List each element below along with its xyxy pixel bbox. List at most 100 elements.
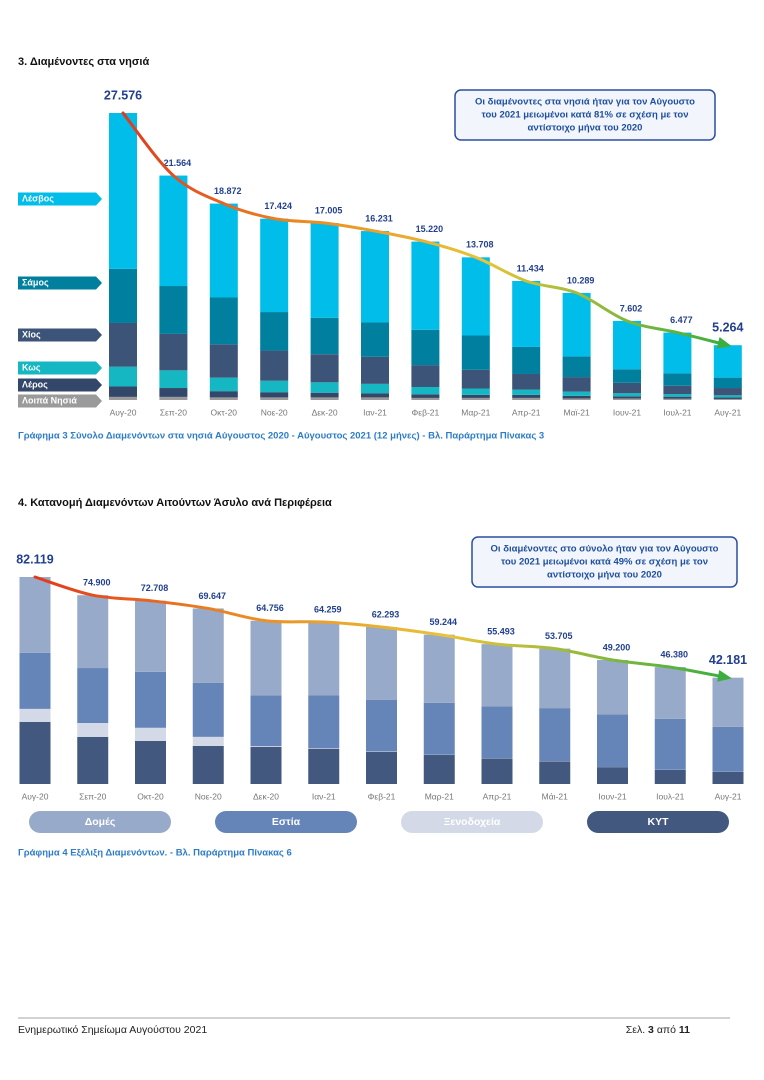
bar-segment [562, 395, 591, 399]
bar-segment [250, 620, 282, 696]
bar-segment [109, 268, 137, 323]
total-label: 64.756 [256, 603, 284, 613]
bar-segment [192, 745, 224, 784]
bar-segment [192, 608, 224, 683]
bar-segment [192, 736, 224, 746]
total-label: 16.231 [365, 213, 393, 223]
bar-segment [663, 396, 692, 399]
x-tick-label: Δεκ-20 [312, 407, 338, 417]
bar-segment [512, 346, 541, 374]
chart-caption: Γράφημα 4 Εξέλιξη Διαμενόντων. - Βλ. Παρ… [18, 848, 292, 859]
page-current: 3 [648, 1024, 654, 1036]
bar-segment [209, 203, 238, 298]
legend-label: Λέρος [22, 379, 48, 389]
bar-segment [597, 714, 628, 767]
total-label: 82.119 [16, 552, 54, 566]
bar-segment [411, 241, 440, 330]
bar-segment [366, 699, 397, 752]
bar-segment [663, 373, 692, 386]
bar-segment [77, 668, 109, 723]
total-label: 17.424 [264, 201, 292, 211]
bar-segment [260, 380, 289, 393]
bar-segment [308, 748, 340, 784]
bar-segment [654, 667, 686, 719]
bar-segment [663, 385, 692, 395]
legend-tag [18, 192, 102, 206]
bar-segment [310, 354, 339, 383]
bar-segment [461, 335, 490, 370]
bar-segment [109, 396, 137, 400]
legend-tag [18, 394, 102, 408]
bar-segment [310, 397, 339, 400]
bar-segment [562, 292, 591, 357]
legend-label: Κως [22, 362, 41, 372]
bar-segment [713, 377, 742, 389]
total-label: 59.244 [429, 617, 457, 627]
annotation-text: αντίστοιχο μήνα του 2020 [547, 570, 662, 581]
page-number: Σελ. 3 από 11 [626, 1024, 690, 1036]
x-tick-label: Ιουν-21 [598, 791, 627, 801]
bar-segment [562, 391, 591, 396]
bar-segment [250, 695, 282, 747]
bar-segment [19, 708, 51, 722]
total-label: 27.576 [104, 88, 142, 102]
legend-label: Σάμος [22, 277, 49, 287]
total-label: 10.289 [567, 275, 595, 285]
bar-segment [19, 721, 51, 784]
total-label: 21.564 [164, 158, 192, 168]
trend-arrowhead [716, 336, 732, 349]
total-label: 46.380 [660, 649, 688, 659]
bar-segment [77, 722, 109, 737]
x-tick-label: Μάι-21 [542, 791, 568, 801]
bar-segment [192, 682, 224, 737]
legend-pill [587, 811, 729, 833]
bar-segment [512, 397, 541, 400]
x-tick-label: Ιουν-21 [613, 407, 642, 417]
page-total: 11 [679, 1024, 690, 1036]
x-tick-label: Δεκ-20 [253, 791, 279, 801]
legend-pill [401, 811, 543, 833]
x-tick-label: Σεπ-20 [160, 407, 187, 417]
x-tick-label: Απρ-21 [483, 791, 512, 801]
bar-segment [713, 345, 742, 378]
bar-segment [461, 394, 490, 398]
x-tick-label: Αυγ-21 [714, 407, 741, 417]
bar-segment [562, 398, 591, 400]
bar-segment [562, 377, 591, 392]
bar-segment [539, 761, 571, 784]
legend-tag [18, 378, 102, 392]
legend-tag [18, 276, 102, 290]
bar-segment [159, 396, 188, 400]
x-tick-label: Ιαν-21 [363, 407, 387, 417]
x-tick-label: Αυγ-20 [22, 791, 49, 801]
bar-segment [209, 344, 238, 378]
bar-segment [613, 369, 641, 383]
bar-segment [361, 397, 389, 400]
total-label: 72.708 [141, 583, 169, 593]
total-label: 11.434 [517, 263, 544, 273]
bar-segment [209, 297, 238, 345]
trend-line [121, 111, 724, 346]
x-tick-label: Απρ-21 [512, 407, 541, 417]
chart-caption: Γράφημα 3 Σύνολο Διαμενόντων στα νησιά Α… [18, 431, 544, 442]
section-heading: 3. Διαμένοντες στα νησιά [18, 56, 149, 68]
bar-segment [562, 356, 591, 378]
x-tick-label: Νοε-20 [195, 791, 222, 801]
bar-segment [159, 286, 188, 334]
bar-segment [713, 388, 742, 396]
page-label: Σελ. [626, 1024, 645, 1036]
bar-segment [713, 395, 742, 398]
bar-segment [663, 394, 692, 397]
x-tick-label: Ιαν-21 [312, 791, 336, 801]
bar-segment [481, 758, 513, 784]
bar-segment [366, 626, 397, 700]
bar-segment [19, 652, 51, 709]
legend-label: Λέσβος [22, 193, 54, 203]
annotation-text: του 2021 μειωμένοι κατά 49% σε σχέση με … [501, 557, 708, 568]
bar-segment [77, 595, 109, 669]
legend-label: Ξενοδοχεία [444, 816, 501, 828]
trend-arrowhead [717, 669, 732, 682]
legend-label: Λοιπά Νησιά [22, 395, 77, 405]
bar-segment [613, 396, 641, 399]
